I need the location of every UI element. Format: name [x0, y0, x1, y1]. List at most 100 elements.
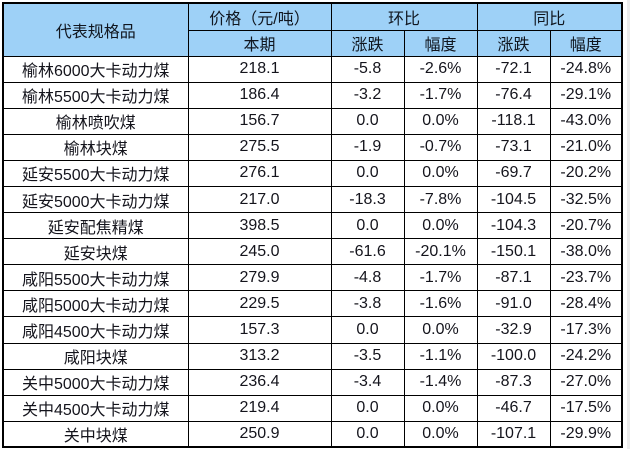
current-price-cell: 219.4	[187, 394, 332, 422]
product-name-cell: 榆林6000大卡动力煤	[2, 55, 189, 83]
yoy-rate-cell: -21.0%	[549, 133, 623, 161]
current-price-cell: 279.9	[187, 264, 332, 292]
table-row: 关中4500大卡动力煤 219.4 0.0 0.0% -46.7 -17.5%	[2, 394, 623, 422]
current-price-cell: 229.5	[187, 290, 332, 318]
table-row: 咸阳4500大卡动力煤 157.3 0.0 0.0% -32.9 -17.3%	[2, 316, 623, 344]
mom-change-cell: -3.5	[330, 342, 405, 370]
yoy-change-cell: -150.1	[476, 238, 551, 266]
yoy-rate-cell: -27.0%	[549, 368, 623, 396]
mom-rate-cell: -1.7%	[403, 264, 478, 292]
mom-rate-cell: 0.0%	[403, 316, 478, 344]
mom-rate-cell: 0.0%	[403, 212, 478, 240]
mom-rate-cell: -2.6%	[403, 55, 478, 83]
product-name-cell: 延安5500大卡动力煤	[2, 159, 189, 187]
header-mom-group: 环比	[330, 2, 478, 31]
table-row: 关中块煤 250.9 0.0 0.0% -107.1 -29.9%	[2, 420, 623, 448]
current-price-cell: 276.1	[187, 159, 332, 187]
mom-rate-cell: -1.6%	[403, 290, 478, 318]
yoy-rate-cell: -38.0%	[549, 238, 623, 266]
mom-rate-cell: -1.1%	[403, 342, 478, 370]
product-name-cell: 关中4500大卡动力煤	[2, 394, 189, 422]
table-row: 咸阳块煤 313.2 -3.5 -1.1% -100.0 -24.2%	[2, 342, 623, 370]
yoy-rate-cell: -17.3%	[549, 316, 623, 344]
table-row: 延安块煤 245.0 -61.6 -20.1% -150.1 -38.0%	[2, 238, 623, 266]
product-name-cell: 咸阳4500大卡动力煤	[2, 316, 189, 344]
yoy-rate-cell: -32.5%	[549, 185, 623, 214]
table-row: 延安5000大卡动力煤 217.0 -18.3 -7.8% -104.5 -32.5%	[2, 185, 623, 214]
mom-change-cell: -1.9	[330, 133, 405, 161]
yoy-change-cell: -69.7	[476, 159, 551, 187]
header-yoy-group: 同比	[476, 2, 623, 31]
yoy-change-cell: -32.9	[476, 316, 551, 344]
header-current-period: 本期	[187, 29, 332, 57]
yoy-rate-cell: -24.8%	[549, 55, 623, 83]
yoy-rate-cell: -20.2%	[549, 159, 623, 187]
yoy-change-cell: -87.1	[476, 264, 551, 292]
mom-change-cell: -3.4	[330, 368, 405, 396]
price-table-body: 榆林6000大卡动力煤 218.1 -5.8 -2.6% -72.1 -24.8% 榆林55…	[2, 55, 623, 448]
table-row: 咸阳5000大卡动力煤 229.5 -3.8 -1.6% -91.0 -28.4%	[2, 290, 623, 318]
yoy-rate-cell: -23.7%	[549, 264, 623, 292]
table-row: 延安5500大卡动力煤 276.1 0.0 0.0% -69.7 -20.2%	[2, 159, 623, 187]
mom-change-cell: 0.0	[330, 212, 405, 240]
product-name-cell: 延安块煤	[2, 238, 189, 266]
current-price-cell: 275.5	[187, 133, 332, 161]
yoy-change-cell: -46.7	[476, 394, 551, 422]
mom-change-cell: -4.8	[330, 264, 405, 292]
yoy-change-cell: -73.1	[476, 133, 551, 161]
product-name-cell: 咸阳块煤	[2, 342, 189, 370]
mom-change-cell: -5.8	[330, 55, 405, 83]
mom-rate-cell: -20.1%	[403, 238, 478, 266]
yoy-change-cell: -100.0	[476, 342, 551, 370]
mom-change-cell: 0.0	[330, 420, 405, 448]
current-price-cell: 157.3	[187, 316, 332, 344]
mom-change-cell: -3.8	[330, 290, 405, 318]
mom-rate-cell: -1.4%	[403, 368, 478, 396]
yoy-rate-cell: -29.9%	[549, 420, 623, 448]
yoy-rate-cell: -20.7%	[549, 212, 623, 240]
current-price-cell: 236.4	[187, 368, 332, 396]
mom-rate-cell: -7.8%	[403, 185, 478, 214]
mom-change-cell: 0.0	[330, 394, 405, 422]
current-price-cell: 245.0	[187, 238, 332, 266]
yoy-change-cell: -104.3	[476, 212, 551, 240]
header-yoy-rate: 幅度	[549, 29, 623, 57]
mom-change-cell: -61.6	[330, 238, 405, 266]
product-name-cell: 延安配焦精煤	[2, 212, 189, 240]
mom-change-cell: 0.0	[330, 159, 405, 187]
header-price-group: 价格（元/吨）	[187, 2, 332, 31]
header-mom-change: 涨跌	[330, 29, 405, 57]
mom-rate-cell: -0.7%	[403, 133, 478, 161]
table-row: 榆林喷吹煤 156.7 0.0 0.0% -118.1 -43.0%	[2, 107, 623, 135]
yoy-rate-cell: -24.2%	[549, 342, 623, 370]
product-name-cell: 延安5000大卡动力煤	[2, 185, 189, 214]
current-price-cell: 313.2	[187, 342, 332, 370]
yoy-rate-cell: -17.5%	[549, 394, 623, 422]
table-row: 延安配焦精煤 398.5 0.0 0.0% -104.3 -20.7%	[2, 212, 623, 240]
table-row: 咸阳5500大卡动力煤 279.9 -4.8 -1.7% -87.1 -23.7%	[2, 264, 623, 292]
mom-change-cell: -18.3	[330, 185, 405, 214]
right-edge-shade	[627, 0, 630, 449]
mom-change-cell: 0.0	[330, 107, 405, 135]
mom-rate-cell: 0.0%	[403, 107, 478, 135]
current-price-cell: 398.5	[187, 212, 332, 240]
mom-rate-cell: 0.0%	[403, 159, 478, 187]
product-name-cell: 榆林块煤	[2, 133, 189, 161]
yoy-change-cell: -72.1	[476, 55, 551, 83]
yoy-rate-cell: -29.1%	[549, 81, 623, 109]
table-header: 代表规格品 价格（元/吨） 环比 同比 本期 涨跌 幅度 涨跌 幅度	[2, 2, 623, 57]
yoy-change-cell: -118.1	[476, 107, 551, 135]
table-row: 榆林块煤 275.5 -1.9 -0.7% -73.1 -21.0%	[2, 133, 623, 161]
yoy-rate-cell: -43.0%	[549, 107, 623, 135]
current-price-cell: 250.9	[187, 420, 332, 448]
header-yoy-change: 涨跌	[476, 29, 551, 57]
current-price-cell: 156.7	[187, 107, 332, 135]
yoy-change-cell: -104.5	[476, 185, 551, 214]
mom-rate-cell: 0.0%	[403, 394, 478, 422]
product-name-cell: 关中5000大卡动力煤	[2, 368, 189, 396]
product-name-cell: 榆林喷吹煤	[2, 107, 189, 135]
product-name-cell: 咸阳5000大卡动力煤	[2, 290, 189, 318]
mom-change-cell: -3.2	[330, 81, 405, 109]
